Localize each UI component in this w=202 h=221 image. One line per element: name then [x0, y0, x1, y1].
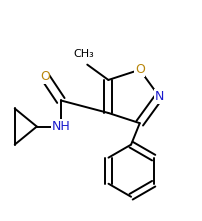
- Text: O: O: [40, 70, 50, 83]
- Text: CH₃: CH₃: [73, 49, 94, 59]
- Text: N: N: [155, 90, 164, 103]
- Text: O: O: [135, 63, 145, 76]
- Text: NH: NH: [52, 120, 70, 133]
